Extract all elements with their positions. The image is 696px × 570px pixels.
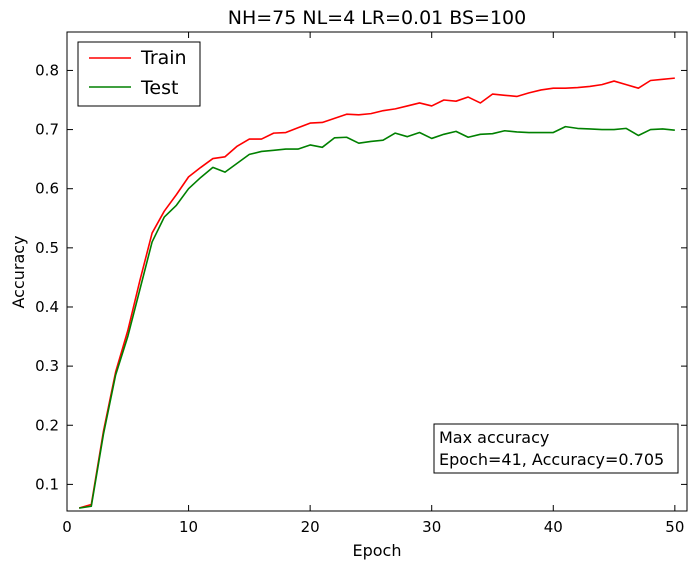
- annotation-frame: [433, 423, 679, 474]
- x-tick-label: 20: [301, 518, 320, 536]
- x-tick-label: 30: [422, 518, 441, 536]
- x-tick-label: 50: [665, 518, 684, 536]
- x-axis-label: Epoch: [353, 541, 402, 560]
- y-tick-label: 0.1: [35, 475, 59, 493]
- legend: Train Test: [77, 41, 201, 107]
- series-line-train: [78, 77, 675, 509]
- ticks-layer: 0 10 20 30 40 50 0.1 0.2 0.3 0.4 0.5 0.6 0.7 0.8: [35, 32, 687, 536]
- x-tick-label: 0: [62, 518, 72, 536]
- y-tick-label: 0.8: [35, 61, 59, 79]
- x-tick-label: 40: [544, 518, 563, 536]
- y-tick-label: 0.7: [35, 121, 59, 139]
- legend-label-test: Test: [140, 77, 178, 99]
- y-tick-label: 0.2: [35, 416, 59, 434]
- series-line-test: [79, 125, 675, 509]
- annotation-box: Max accuracy Epoch=41, Accuracy=0.705: [433, 423, 679, 474]
- series-layer: [78, 77, 675, 509]
- annotation-line-1: Max accuracy: [439, 428, 549, 447]
- y-tick-label: 0.5: [35, 239, 59, 257]
- plot-frame: [66, 31, 688, 512]
- y-tick-label: 0.6: [35, 180, 59, 198]
- chart-title: NH=75 NL=4 LR=0.01 BS=100: [228, 7, 526, 29]
- y-tick-label: 0.4: [35, 298, 59, 316]
- y-tick-label: 0.3: [35, 357, 59, 375]
- y-axis-label: Accuracy: [9, 235, 28, 308]
- annotation-line-2: Epoch=41, Accuracy=0.705: [439, 450, 664, 469]
- legend-box: [77, 41, 201, 107]
- legend-label-train: Train: [140, 47, 187, 69]
- x-tick-label: 10: [179, 518, 198, 536]
